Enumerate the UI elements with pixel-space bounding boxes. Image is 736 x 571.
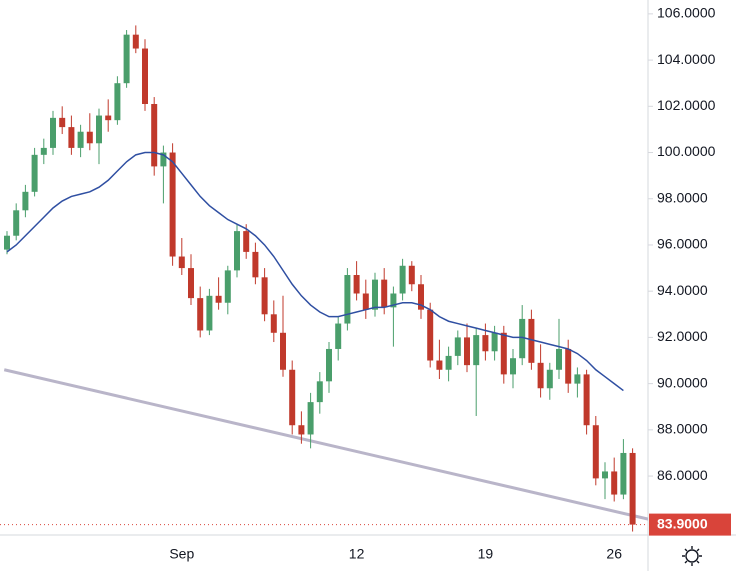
candle-body xyxy=(326,348,332,382)
candle-body xyxy=(390,293,397,308)
candle-body xyxy=(381,279,388,308)
candle-body xyxy=(436,360,443,370)
y-tick-label: 86.0000 xyxy=(657,467,708,483)
candle-body xyxy=(491,332,498,352)
candle-body xyxy=(132,34,139,49)
candle-body xyxy=(188,268,194,299)
x-tick-label: 19 xyxy=(478,546,494,562)
candle-body xyxy=(482,335,489,352)
candle-body xyxy=(408,265,415,285)
candle-body xyxy=(500,332,507,375)
candle-body xyxy=(362,293,369,310)
candle-body xyxy=(602,471,608,479)
candle-body xyxy=(169,152,176,257)
x-tick-label: 12 xyxy=(349,546,365,562)
candle-body xyxy=(298,425,305,435)
candle-body xyxy=(142,48,148,104)
candle-body xyxy=(611,471,618,495)
candle-body xyxy=(344,275,351,324)
plot-area xyxy=(3,25,648,532)
candle-body xyxy=(96,115,102,144)
candle-body xyxy=(68,127,75,148)
candle-body xyxy=(445,355,452,370)
candle-body xyxy=(335,323,342,349)
candle-body xyxy=(234,231,240,271)
candle-body xyxy=(353,275,360,294)
settings-icon[interactable] xyxy=(682,546,702,566)
candle-body xyxy=(215,295,222,303)
candle-body xyxy=(4,235,10,250)
candle-body xyxy=(289,369,296,426)
candle-body xyxy=(546,369,553,389)
y-tick-label: 88.0000 xyxy=(657,421,708,437)
candle-body xyxy=(519,318,526,359)
candle-body xyxy=(454,337,461,356)
y-tick-label: 90.0000 xyxy=(657,374,708,390)
candle-body xyxy=(556,348,562,370)
candle-body xyxy=(22,191,29,211)
candle-body xyxy=(40,147,47,155)
candle-body xyxy=(565,348,572,384)
y-tick-label: 96.0000 xyxy=(657,236,708,252)
candle-body xyxy=(307,402,314,435)
trendline xyxy=(3,368,648,521)
candle-body xyxy=(123,34,130,84)
y-tick-label: 94.0000 xyxy=(657,282,708,298)
candle-body xyxy=(592,425,599,479)
y-tick-label: 100.0000 xyxy=(657,143,716,159)
candle-body xyxy=(31,154,38,192)
y-tick-label: 98.0000 xyxy=(657,189,708,205)
candle-body xyxy=(270,314,277,333)
last-price-badge xyxy=(649,513,731,536)
candle-body xyxy=(427,309,434,361)
candle-body xyxy=(280,332,286,370)
candle-body xyxy=(473,335,480,366)
candle-body xyxy=(206,295,213,331)
candle-body xyxy=(252,251,259,278)
candle-body xyxy=(528,318,535,363)
moving-average-line xyxy=(6,151,624,392)
candle-body xyxy=(86,131,93,144)
candle-body xyxy=(13,210,20,236)
candle-body xyxy=(418,284,424,310)
candle-body xyxy=(574,374,581,384)
candle-body xyxy=(261,277,268,315)
candle-body xyxy=(629,452,636,525)
candle-body xyxy=(114,83,121,121)
candle-body xyxy=(583,374,590,426)
candle-body xyxy=(151,103,158,167)
candle-body xyxy=(537,362,544,389)
candle-body xyxy=(178,256,185,269)
x-tick-label: 26 xyxy=(606,546,622,562)
candle-body xyxy=(316,381,323,403)
candle-body xyxy=(464,337,470,366)
candle-body xyxy=(510,358,516,375)
candle-body xyxy=(59,117,66,128)
candle-body xyxy=(160,152,167,167)
candle-body xyxy=(50,117,56,148)
last-price-label: 83.9000 xyxy=(657,515,708,531)
candle-body xyxy=(105,115,112,121)
candle-body xyxy=(224,270,231,303)
candle-body xyxy=(620,452,627,495)
candle-body xyxy=(77,131,84,148)
y-tick-label: 104.0000 xyxy=(657,51,716,67)
candle-body xyxy=(197,298,204,331)
y-tick-label: 92.0000 xyxy=(657,328,708,344)
candle-body xyxy=(243,231,250,252)
y-tick-label: 102.0000 xyxy=(657,97,716,113)
candle-body xyxy=(372,279,378,310)
y-tick-label: 106.0000 xyxy=(657,5,716,21)
x-tick-label: Sep xyxy=(169,546,194,562)
candle-body xyxy=(399,265,406,294)
